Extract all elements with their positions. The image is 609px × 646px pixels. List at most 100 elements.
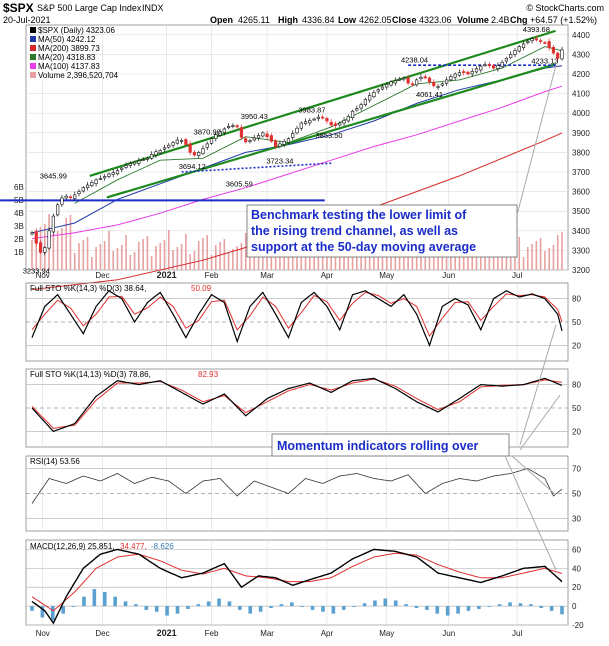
rsi-panel: 30 50 70 RSI(14) 53.56 [25, 455, 581, 532]
volume-bar [159, 243, 162, 270]
macd-histogram-bar [165, 606, 169, 616]
macd-histogram-bar [456, 606, 460, 614]
candle-body [342, 120, 346, 124]
volume-tick-label: 3B [14, 222, 24, 231]
price-annotation: 4061.41 [416, 90, 443, 99]
volume-bar [35, 230, 38, 270]
candle-body [274, 140, 278, 147]
candle-body [162, 147, 167, 150]
macd-histogram-bar [435, 606, 440, 614]
candle-body [103, 176, 107, 179]
macd-histogram-bar [227, 601, 232, 607]
candle-body [77, 191, 81, 194]
legend-label: Volume 2,396,520,704 [38, 71, 119, 80]
trend-channel-upper [89, 29, 556, 177]
macd-histogram-bar [196, 604, 201, 607]
price-tick-label: 3300 [572, 246, 590, 255]
callout-arrow-5 [504, 455, 557, 571]
macd-signal-line [31, 552, 563, 612]
tick-label: 20 [572, 583, 581, 592]
candle-body [244, 138, 248, 143]
tick-label: 20 [572, 427, 581, 436]
macd-histogram-bar [154, 606, 159, 612]
volume-bar [206, 235, 209, 270]
price-annotation: 3233.94 [23, 266, 50, 275]
volume-bar [552, 245, 555, 270]
volume-bar [330, 253, 332, 270]
volume-bar [146, 236, 149, 270]
candle-body [560, 49, 564, 60]
macd-histogram-bar [425, 606, 429, 610]
candle-body [124, 165, 128, 168]
candle-body [551, 46, 556, 54]
month-label: Dec [95, 271, 109, 280]
candle-body [389, 81, 393, 86]
candle-body [462, 71, 466, 73]
macd-histogram-bar [82, 596, 86, 607]
candle-body [333, 123, 338, 126]
price-tick-label: 4000 [572, 109, 590, 118]
candle-body [222, 128, 226, 133]
macd-histogram-bar [279, 604, 284, 607]
candle-body [410, 83, 415, 86]
volume-bar [172, 250, 174, 270]
volume-bar [518, 237, 521, 270]
candle-body [449, 76, 453, 81]
legend-label: MA(200) 3899.73 [38, 44, 100, 53]
price-tick-label: 3200 [572, 266, 590, 275]
volume-bar [31, 240, 33, 270]
volume-bar [150, 256, 153, 270]
price-annotation: 3870.90 [194, 128, 221, 137]
header-volume: 2.4B [491, 15, 510, 25]
volume-bar [52, 234, 55, 270]
volume-bar [163, 240, 166, 270]
rsi-title: RSI(14) 53.56 [30, 457, 80, 466]
tick-label: 80 [572, 381, 581, 390]
legend-swatch [30, 36, 36, 42]
candle-body [432, 82, 436, 87]
candle-body [179, 140, 184, 142]
candle-body [385, 84, 389, 88]
macd-histogram-bar [217, 598, 221, 607]
candle-body [397, 78, 402, 81]
volume-bar [65, 218, 67, 270]
macd-histogram-bar [404, 604, 408, 607]
sto2-title: Full STO %K(14,13) %D(3) 78.86, [30, 370, 151, 379]
month-label: Apr [321, 629, 334, 638]
month-label: Nov [36, 271, 50, 280]
volume-bar [138, 242, 140, 270]
candle-body [393, 80, 397, 84]
header-close-label: Close [392, 15, 417, 25]
candle-body [218, 131, 222, 136]
price-tick-label: 3500 [572, 207, 590, 216]
tick-label: 40 [572, 564, 581, 573]
candle-body [513, 50, 517, 55]
candle-body [107, 173, 111, 177]
macd-histogram-bar [310, 606, 315, 610]
candle-body [167, 144, 171, 148]
volume-bar [428, 250, 431, 270]
header-close: 4323.06 [419, 15, 452, 25]
candle-body [329, 121, 333, 126]
volume-bar [313, 249, 315, 270]
price-annotation: 4393.68 [523, 25, 550, 34]
macd-histogram-bar [393, 600, 398, 607]
volume-bar [133, 252, 136, 270]
candle-body [252, 137, 256, 141]
candle-body [47, 230, 51, 249]
candle-body [517, 46, 521, 52]
candle-body [231, 125, 235, 127]
volume-bar [223, 239, 226, 270]
candle-body [316, 116, 320, 119]
candle-body [470, 71, 474, 75]
candle-body [325, 118, 329, 122]
candle-body [278, 143, 282, 147]
candle-body [312, 118, 316, 121]
macd-histogram-bar [248, 606, 253, 614]
candle-body [192, 152, 197, 156]
volume-bar [219, 242, 221, 270]
month-label: Feb [205, 271, 219, 280]
volume-bar [69, 215, 72, 270]
macd-histogram-bar [50, 606, 55, 621]
month-label: May [379, 271, 394, 280]
